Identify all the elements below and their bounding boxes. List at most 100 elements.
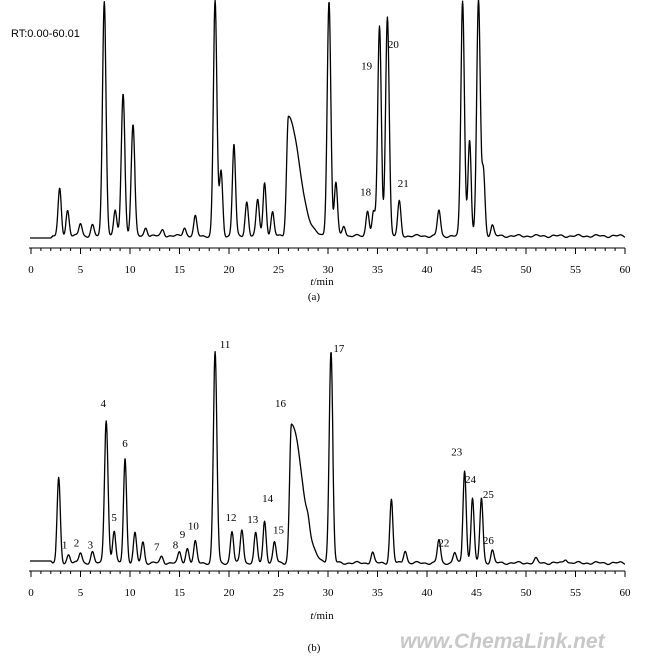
peak-point bbox=[184, 227, 185, 228]
peak-number-label: 11 bbox=[220, 339, 231, 351]
peak-point bbox=[288, 116, 289, 117]
peak-number-label: 19 bbox=[361, 60, 373, 72]
peak-point bbox=[162, 229, 163, 230]
x-tick-label: 20 bbox=[224, 587, 236, 599]
peak-number-label: 26 bbox=[483, 535, 495, 547]
peak-point bbox=[330, 352, 331, 353]
peak-point bbox=[405, 550, 406, 551]
peak-number-label: 12 bbox=[225, 512, 236, 524]
x-tick-label: 0 bbox=[28, 264, 34, 276]
peak-point bbox=[233, 143, 234, 144]
peak-point bbox=[379, 26, 380, 27]
peak-number-label: 17 bbox=[333, 343, 345, 355]
peak-number-label: 6 bbox=[122, 438, 128, 450]
peak-point bbox=[399, 201, 400, 202]
peak-number-label: 3 bbox=[88, 539, 94, 551]
peak-point bbox=[343, 225, 344, 226]
x-tick-label: 50 bbox=[521, 587, 533, 599]
x-axis-title-unit: /min bbox=[313, 610, 334, 622]
peak-point bbox=[145, 227, 146, 228]
peak-point bbox=[67, 210, 68, 211]
peak-number-label: 16 bbox=[275, 398, 287, 410]
peak-number-label: 10 bbox=[188, 520, 200, 532]
peak-point bbox=[454, 552, 455, 553]
peak-point bbox=[308, 554, 309, 555]
peak-point bbox=[257, 199, 258, 200]
peak-point bbox=[492, 225, 493, 226]
peak-number-label: 22 bbox=[438, 537, 449, 549]
peak-point bbox=[535, 558, 536, 559]
peak-point bbox=[132, 124, 133, 125]
peak-point bbox=[142, 541, 143, 542]
peak-point bbox=[372, 552, 373, 553]
x-tick-label: 55 bbox=[570, 587, 582, 599]
x-tick-label: 40 bbox=[422, 587, 434, 599]
peak-number-label: 24 bbox=[465, 474, 477, 486]
x-tick-label: 10 bbox=[125, 264, 137, 276]
peak-point bbox=[264, 182, 265, 183]
x-tick-label: 35 bbox=[372, 587, 384, 599]
x-tick-label: 30 bbox=[323, 264, 335, 276]
peak-point bbox=[231, 531, 232, 532]
peak-point bbox=[483, 171, 484, 172]
peak-point bbox=[195, 216, 196, 217]
x-tick-label: 50 bbox=[521, 264, 533, 276]
peak-point bbox=[221, 171, 222, 172]
x-tick-label: 5 bbox=[78, 264, 84, 276]
panel-label: (a) bbox=[308, 291, 321, 303]
peak-point bbox=[92, 552, 93, 553]
peak-number-label: 14 bbox=[262, 493, 274, 505]
x-tick-label: 45 bbox=[471, 587, 483, 599]
x-tick-label: 25 bbox=[273, 264, 285, 276]
peak-number-label: 15 bbox=[273, 525, 285, 537]
x-tick-label: 10 bbox=[125, 587, 137, 599]
peak-point bbox=[478, 0, 479, 1]
peak-point bbox=[255, 533, 256, 534]
peak-point bbox=[335, 182, 336, 183]
x-axis-title-unit: /min bbox=[313, 276, 334, 288]
peak-point bbox=[59, 188, 60, 189]
peak-point bbox=[161, 556, 162, 557]
panel-label: (b) bbox=[308, 642, 321, 654]
peak-point bbox=[472, 497, 473, 498]
peak-point bbox=[215, 352, 216, 353]
peak-number-label: 18 bbox=[360, 187, 372, 199]
peak-number-label: 1 bbox=[62, 539, 68, 551]
peak-point bbox=[462, 0, 463, 1]
peak-point bbox=[187, 548, 188, 549]
chromatogram-panel-a: 0 5 10 15 20 25 30 35 40 45 50 55 60 t/min (a) 18 19 20 21 bbox=[28, 0, 631, 303]
peak-point bbox=[373, 212, 374, 213]
x-tick-label: 60 bbox=[620, 587, 632, 599]
peak-point bbox=[80, 223, 81, 224]
peak-point bbox=[246, 201, 247, 202]
peak-point bbox=[367, 210, 368, 211]
peak-number-label: 25 bbox=[483, 489, 495, 501]
x-tick-label: 45 bbox=[471, 264, 483, 276]
peak-point bbox=[134, 533, 135, 534]
peak-point bbox=[104, 0, 105, 1]
peak-point bbox=[291, 423, 292, 424]
peak-point bbox=[387, 15, 388, 16]
peak-point bbox=[115, 210, 116, 211]
peak-point bbox=[123, 92, 124, 93]
peak-point bbox=[481, 497, 482, 498]
peak-point bbox=[438, 210, 439, 211]
peak-point bbox=[464, 470, 465, 471]
peak-point bbox=[328, 0, 329, 1]
peak-point bbox=[272, 212, 273, 213]
peak-point bbox=[274, 541, 275, 542]
peak-number-label: 13 bbox=[247, 514, 259, 526]
watermark-text: www.ChemaLink.net bbox=[400, 630, 606, 653]
peak-point bbox=[114, 531, 115, 532]
peak-number-label: 8 bbox=[173, 539, 179, 551]
peak-number-label: 9 bbox=[180, 529, 186, 541]
rt-range-label: RT:0.00-60.01 bbox=[11, 28, 80, 40]
peak-point bbox=[92, 225, 93, 226]
peak-point bbox=[179, 552, 180, 553]
peak-point bbox=[80, 552, 81, 553]
peak-point bbox=[215, 0, 216, 1]
peak-number-label: 2 bbox=[74, 537, 80, 549]
x-tick-label: 15 bbox=[174, 587, 186, 599]
